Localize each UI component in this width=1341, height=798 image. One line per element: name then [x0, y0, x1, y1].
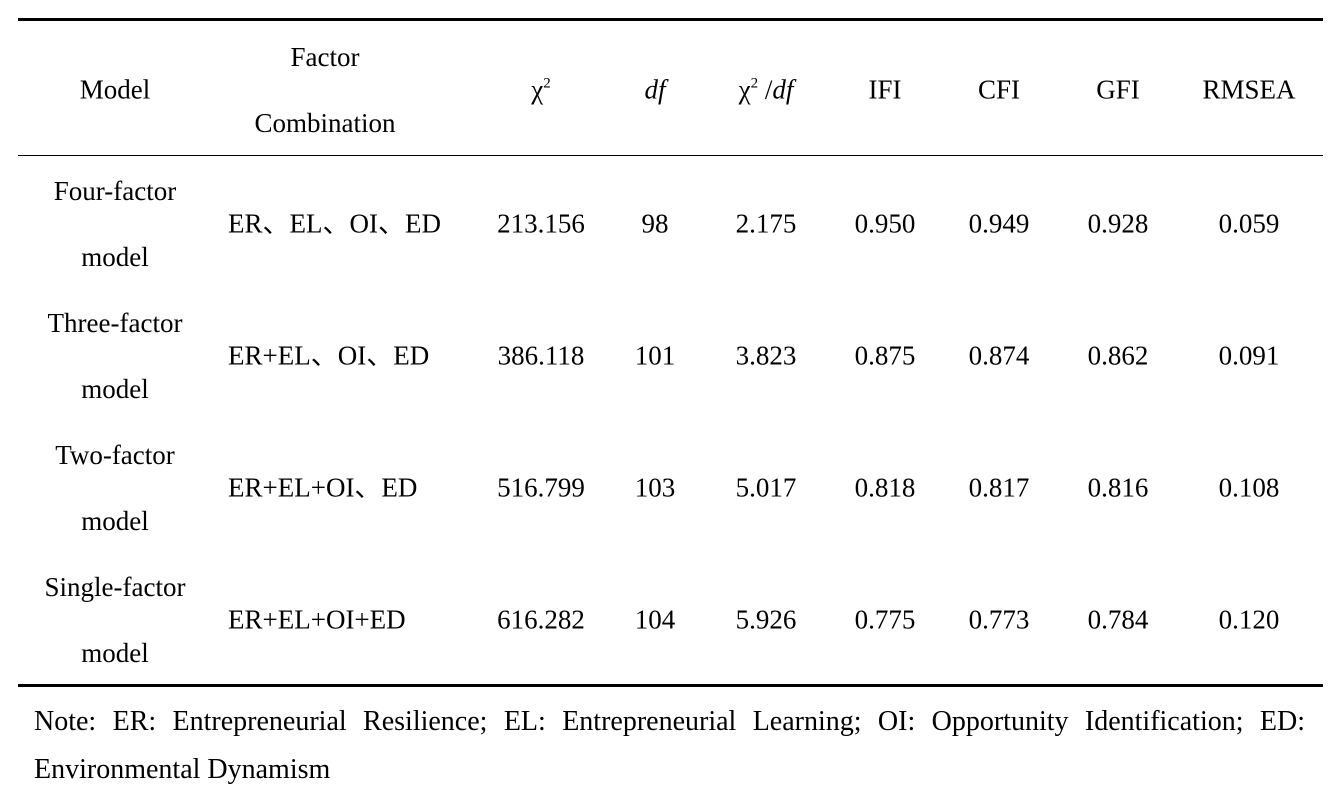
row-chi2: 616.282 [497, 604, 585, 635]
header-model: Model [79, 74, 151, 105]
row-model-line1: Three-factor [47, 308, 183, 338]
row-chi2-df: 5.926 [735, 604, 797, 635]
header-cfi: CFI [977, 74, 1021, 105]
row-rmsea: 0.091 [1218, 340, 1280, 371]
row-ifi: 0.950 [854, 208, 916, 239]
chi-symbol: χ [531, 74, 544, 105]
row-combination: ER+EL、OI、ED [228, 340, 430, 371]
header-factor-combination: Factor Combination [255, 24, 396, 156]
chi-superscript: 2 [543, 75, 551, 92]
row-model-line2: model [81, 242, 149, 272]
row-cfi: 0.817 [968, 472, 1030, 503]
row-chi2-df: 5.017 [735, 472, 797, 503]
row-chi2-df: 2.175 [735, 208, 797, 239]
table-top-rule [18, 18, 1323, 21]
row-cfi: 0.874 [968, 340, 1030, 371]
row-model: Single-factor model [45, 554, 186, 686]
row-model: Four-factor model [54, 158, 176, 290]
row-ifi: 0.875 [854, 340, 916, 371]
row-model: Three-factor model [48, 290, 183, 422]
row-cfi: 0.949 [968, 208, 1030, 239]
header-ifi: IFI [868, 74, 902, 105]
row-model-line2: model [81, 506, 149, 536]
row-gfi: 0.928 [1087, 208, 1149, 239]
row-combination: ER+EL+OI+ED [228, 604, 406, 635]
header-factor-line2: Combination [254, 108, 396, 138]
row-df: 103 [634, 472, 676, 503]
ratio-slash: / [758, 74, 773, 105]
row-gfi: 0.784 [1087, 604, 1149, 635]
row-cfi: 0.773 [968, 604, 1030, 635]
row-model-line1: Two-factor [55, 440, 175, 470]
row-ifi: 0.818 [854, 472, 916, 503]
row-gfi: 0.816 [1087, 472, 1149, 503]
row-model: Two-factor model [55, 422, 175, 554]
header-chi-square-df: χ2 /df [739, 74, 794, 107]
row-chi2: 386.118 [497, 340, 585, 371]
row-combination: ER+EL+OI、ED [228, 472, 418, 503]
row-model-line1: Single-factor [44, 572, 186, 602]
row-model-line2: model [81, 374, 149, 404]
ratio-df: df [772, 74, 794, 105]
row-chi2: 213.156 [497, 208, 585, 239]
row-df: 104 [634, 604, 676, 635]
header-chi-square: χ2 [531, 74, 550, 107]
header-df: df [644, 74, 666, 105]
row-df: 98 [641, 208, 669, 239]
row-model-line1: Four-factor [53, 176, 177, 206]
row-rmsea: 0.120 [1218, 604, 1280, 635]
row-rmsea: 0.059 [1218, 208, 1280, 239]
header-factor-line1: Factor [290, 42, 360, 72]
header-gfi: GFI [1096, 74, 1140, 105]
row-model-line2: model [81, 638, 149, 668]
table-bottom-rule [18, 684, 1323, 687]
table-header-rule [18, 155, 1323, 156]
row-combination: ER、EL、OI、ED [228, 208, 441, 239]
ratio-superscript: 2 [750, 75, 759, 92]
header-rmsea: RMSEA [1202, 74, 1296, 105]
row-chi2-df: 3.823 [735, 340, 797, 371]
row-gfi: 0.862 [1087, 340, 1149, 371]
row-df: 101 [634, 340, 676, 371]
row-chi2: 516.799 [497, 472, 585, 503]
row-rmsea: 0.108 [1218, 472, 1280, 503]
ratio-chi-symbol: χ [738, 74, 751, 105]
row-ifi: 0.775 [854, 604, 916, 635]
table-note: Note: ER: Entrepreneurial Resilience; EL… [34, 706, 1305, 785]
